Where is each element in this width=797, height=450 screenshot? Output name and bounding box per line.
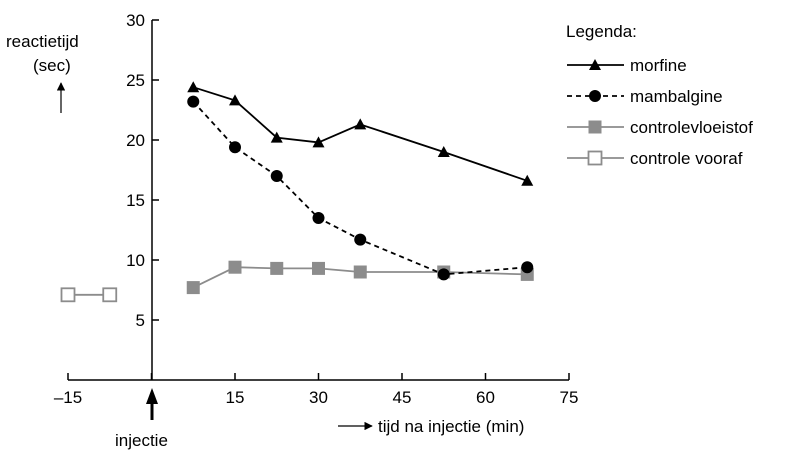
y-tick-label: 15: [126, 191, 145, 210]
x-tick-label: 75: [560, 388, 579, 407]
legend-swatch-marker: [589, 90, 601, 102]
injection-arrow-head: [146, 388, 158, 404]
series-mambalgine: [187, 95, 534, 281]
injection-label: injectie: [115, 431, 168, 450]
y-tick-label: 10: [126, 251, 145, 270]
data-point-mambalgine: [312, 212, 325, 224]
series-controle-vooraf: [60, 287, 118, 303]
legend-title: Legenda:: [566, 22, 637, 41]
y-tick-label: 5: [136, 311, 145, 330]
data-point-morfine: [312, 136, 325, 148]
data-point-controlevloeistof: [270, 261, 284, 275]
data-point-mambalgine: [354, 233, 367, 246]
legend-item-controle-vooraf: controle vooraf: [567, 149, 743, 168]
series-layer: [60, 81, 534, 303]
legend-label: mambalgine: [630, 87, 723, 106]
x-tick-label: –15: [54, 388, 82, 407]
data-point-mambalgine: [229, 141, 241, 154]
legend-label: controlevloeistof: [630, 118, 753, 137]
x-tick-label: 15: [226, 388, 245, 407]
data-point-morfine: [354, 118, 367, 130]
x-tick-label: 45: [393, 388, 412, 407]
data-point-mambalgine: [187, 95, 200, 108]
data-point-morfine: [229, 94, 241, 106]
x-axis-title: tijd na injectie (min): [378, 417, 524, 436]
y-tick-label: 25: [126, 71, 145, 90]
legend-swatch-marker: [588, 120, 602, 134]
y-axis-ticks: 5 10 15 20 25 30: [126, 11, 159, 330]
y-tick-label: 20: [126, 131, 145, 150]
y-axis-title-line2: (sec): [33, 56, 71, 75]
y-tick-label: 30: [126, 11, 145, 30]
data-point-morfine: [270, 131, 283, 143]
series-controlevloeistof: [186, 260, 534, 295]
data-point-controlevloeistof: [186, 281, 200, 295]
data-point-morfine: [437, 146, 450, 157]
x-axis-ticks: –15 15 30 45 60 75: [54, 373, 579, 407]
legend: Legenda: morfine mambalgine controlevloeis…: [566, 22, 753, 168]
legend-item-controlevloeistof: controlevloeistof: [567, 118, 753, 137]
legend-swatch-marker: [587, 150, 603, 166]
x-tick-label: 60: [476, 388, 495, 407]
data-point-controle-vooraf: [102, 287, 118, 303]
data-point-mambalgine: [521, 261, 534, 274]
data-point-controlevloeistof: [353, 265, 367, 279]
data-point-controle-vooraf: [60, 287, 76, 303]
legend-swatch-marker: [589, 59, 601, 70]
series-morfine: [187, 81, 534, 186]
data-point-morfine: [187, 81, 200, 93]
data-point-mambalgine: [437, 268, 450, 281]
legend-label: morfine: [630, 56, 687, 75]
legend-item-morfine: morfine: [567, 56, 687, 75]
x-tick-label: 30: [309, 388, 328, 407]
data-point-morfine: [521, 174, 534, 186]
y-axis-title-line1: reactietijd: [6, 32, 79, 51]
series-line-morfine: [192, 86, 528, 182]
data-point-controlevloeistof: [228, 260, 242, 274]
data-point-controlevloeistof: [312, 261, 325, 275]
legend-item-mambalgine: mambalgine: [567, 87, 723, 106]
data-point-mambalgine: [270, 170, 283, 182]
legend-label: controle vooraf: [630, 149, 743, 168]
